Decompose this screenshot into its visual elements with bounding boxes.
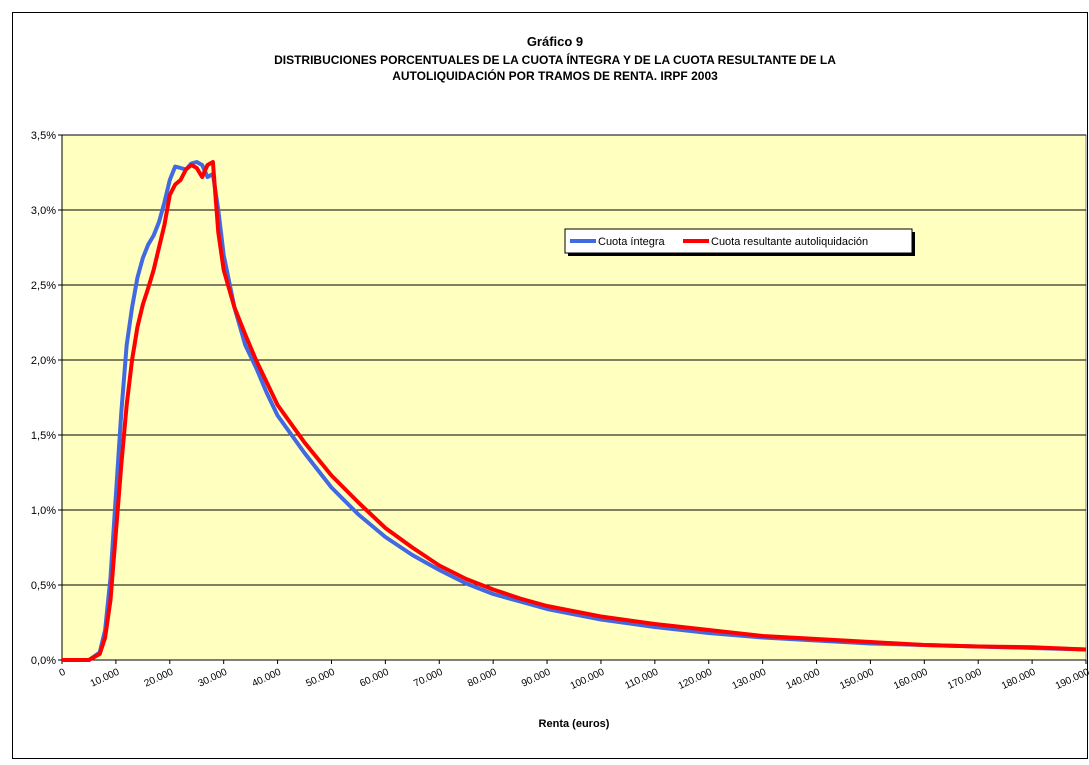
chart-subtitle: AUTOLIQUIDACIÓN POR TRAMOS DE RENTA. IRP… [392,68,718,83]
y-tick-label: 3,0% [31,205,56,217]
plot-area [61,134,1087,661]
legend-label: Cuota resultante autoliquidación [711,236,868,248]
y-tick-label: 0,5% [31,580,56,592]
line-series [62,160,1087,662]
y-tick-label: 2,0% [31,355,56,367]
legend [564,228,913,254]
y-tick-label: 1,5% [31,430,56,442]
y-tick-label: 0,0% [31,655,56,667]
y-tick-label: 3,5% [31,130,56,142]
x-tick-label: 0 [58,667,68,680]
y-tick-label: 2,5% [31,280,56,292]
y-tick-label: 1,0% [31,505,56,517]
x-axis-label: Renta (euros) [539,718,610,730]
chart-title: Gráfico 9 [527,34,583,49]
chart-subtitle: DISTRIBUCIONES PORCENTUALES DE LA CUOTA … [274,52,836,67]
legend-label: Cuota íntegra [598,236,666,248]
line-series [62,160,1087,662]
